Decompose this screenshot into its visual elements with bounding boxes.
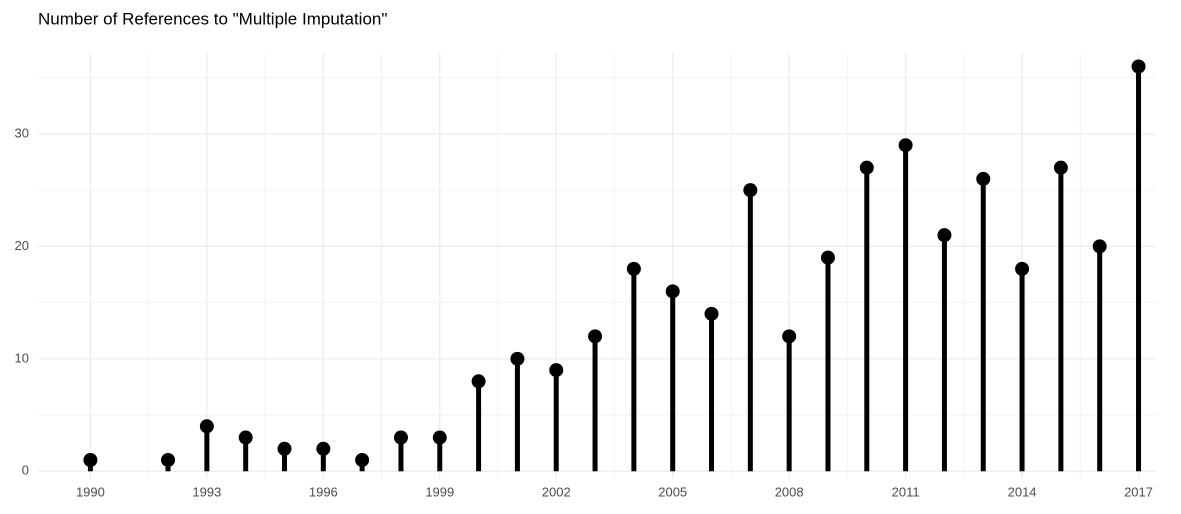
dot [976, 171, 991, 186]
dot [238, 430, 253, 445]
y-tick-label: 30 [15, 125, 29, 140]
dot [1015, 261, 1030, 276]
y-tick-label: 20 [15, 238, 29, 253]
dot [393, 430, 408, 445]
dot [665, 284, 680, 299]
dot [1092, 239, 1107, 254]
dot [199, 419, 214, 434]
dot [510, 351, 525, 366]
dot [743, 183, 758, 198]
x-tick-label: 2011 [892, 484, 920, 499]
y-tick-label: 0 [22, 463, 29, 478]
dot [704, 306, 719, 321]
x-tick-label: 2008 [775, 484, 804, 499]
dot [588, 329, 603, 344]
dot [161, 453, 176, 468]
dot [937, 228, 952, 243]
x-tick-label: 2005 [658, 484, 687, 499]
x-tick-label: 2014 [1008, 484, 1037, 499]
dot [355, 453, 370, 468]
dot [83, 453, 98, 468]
dot [820, 250, 835, 265]
y-tick-label: 10 [15, 350, 29, 365]
x-tick-label: 1990 [76, 484, 105, 499]
x-tick-label: 1993 [192, 484, 221, 499]
dot [626, 261, 641, 276]
dot [859, 160, 874, 175]
dot [471, 374, 486, 389]
dot [898, 138, 913, 153]
x-tick-label: 1999 [425, 484, 454, 499]
x-tick-label: 2017 [1124, 484, 1153, 499]
dot [1053, 160, 1068, 175]
dot [277, 441, 292, 456]
dot [782, 329, 797, 344]
dot [432, 430, 447, 445]
dot [316, 441, 331, 456]
x-tick-label: 2002 [542, 484, 571, 499]
dot [549, 363, 564, 378]
x-tick-label: 1996 [309, 484, 338, 499]
chart-title: Number of References to "Multiple Imputa… [38, 9, 387, 28]
dot [1131, 59, 1146, 74]
